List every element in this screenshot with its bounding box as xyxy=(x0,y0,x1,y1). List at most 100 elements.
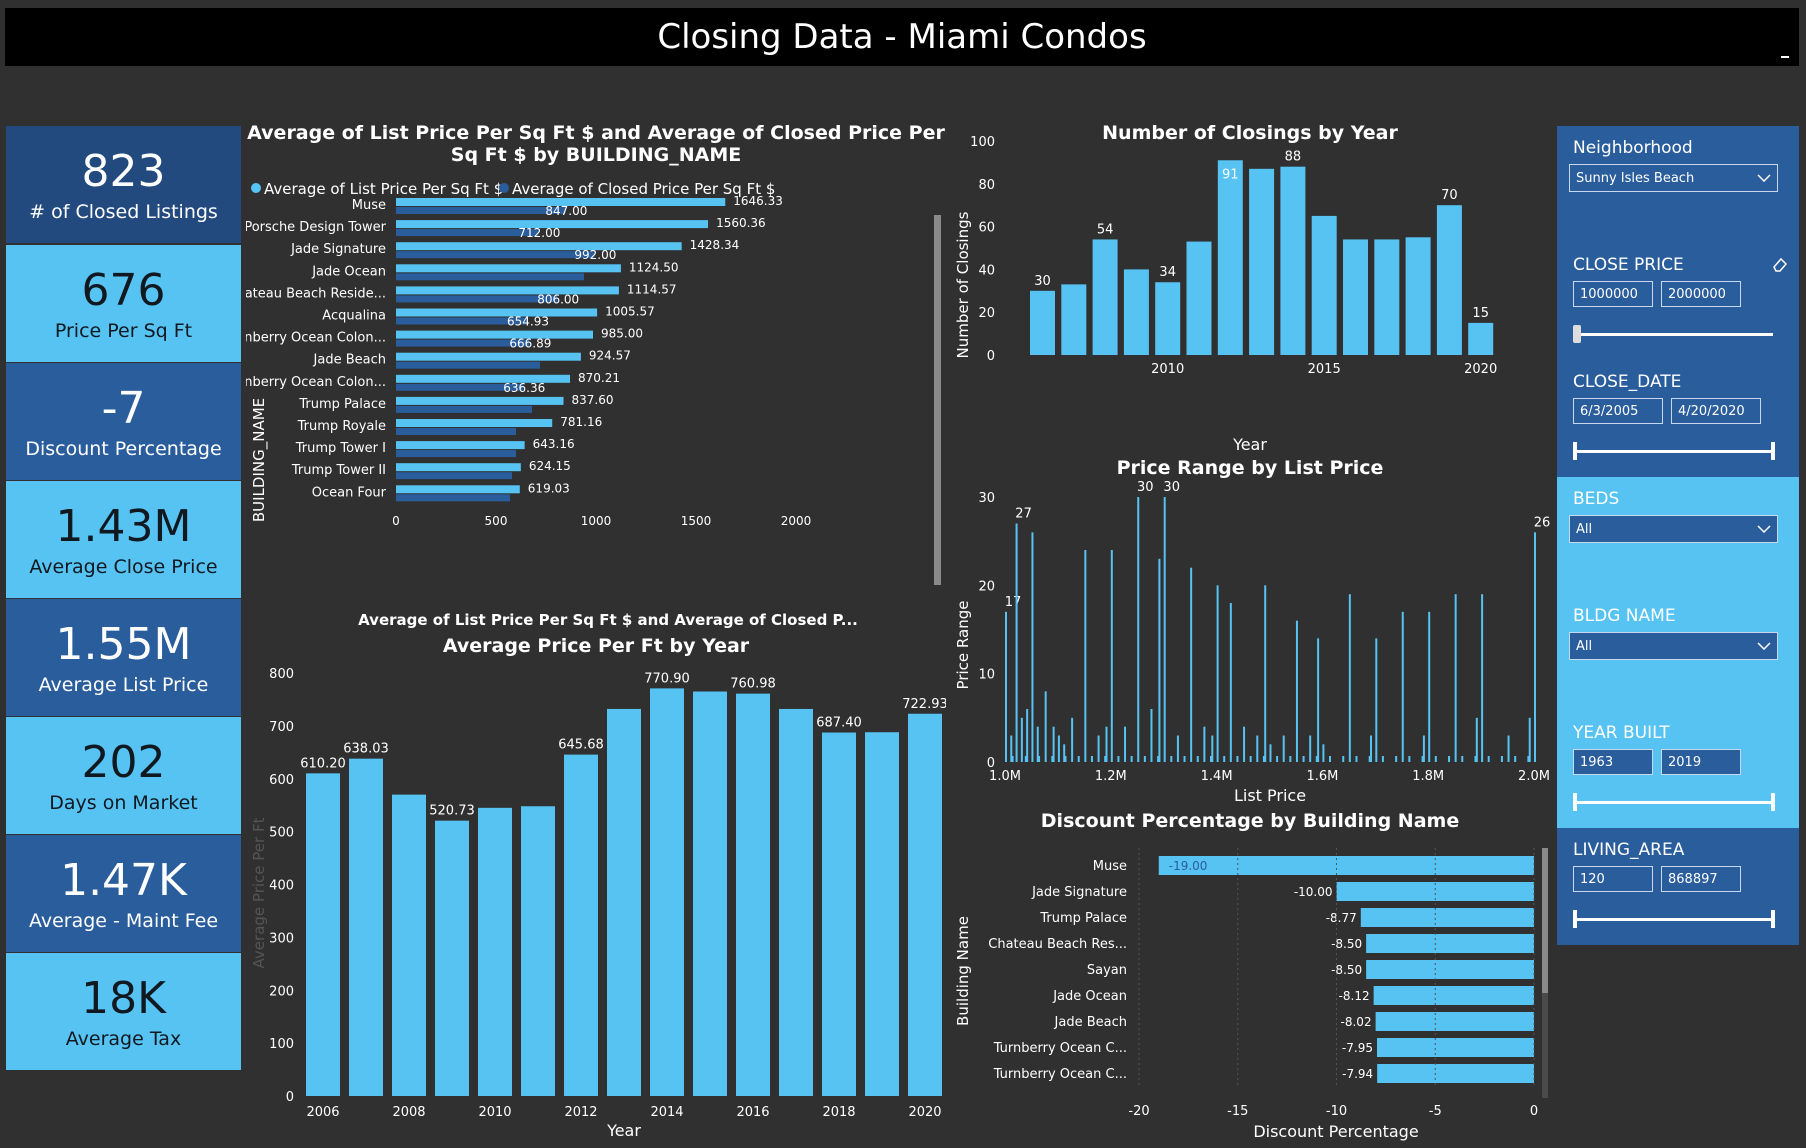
kpi-card-days-on-market: 202 Days on Market xyxy=(6,717,241,834)
y-axis-label: Price Range xyxy=(954,601,972,690)
bar xyxy=(1010,735,1013,762)
kpi-card-maint-fee: 1.47K Average - Maint Fee xyxy=(6,835,241,952)
data-label: 27 xyxy=(1015,507,1032,522)
close-price-max-input[interactable]: 2000000 xyxy=(1661,281,1741,307)
bar-closed xyxy=(396,494,510,502)
x-tick-label: 1000 xyxy=(581,514,612,528)
slider-handle-max[interactable] xyxy=(1771,910,1775,928)
scrollbar-thumb[interactable] xyxy=(934,215,941,585)
data-label-closed: 847.00 xyxy=(545,204,587,218)
x-axis-label: Average of List Price Per Sq Ft $ and Av… xyxy=(358,611,858,629)
bar xyxy=(1105,726,1108,762)
year-built-min-input[interactable]: 1963 xyxy=(1573,749,1653,775)
x-tick-label: 2020 xyxy=(1464,362,1497,377)
kpi-value: 202 xyxy=(81,737,166,789)
y-tick-label: 0 xyxy=(987,349,995,364)
slider-handle-min[interactable] xyxy=(1573,442,1577,460)
bar-small xyxy=(1395,756,1398,762)
bar xyxy=(1311,215,1337,355)
slider-handle-min[interactable] xyxy=(1573,325,1581,343)
bar xyxy=(1211,735,1214,762)
bar xyxy=(1528,717,1531,762)
slicer-year-built: YEAR BUILT 1963 2019 xyxy=(1557,711,1799,828)
bar xyxy=(1481,594,1484,762)
close-date-max-input[interactable]: 4/20/2020 xyxy=(1671,398,1761,424)
slider-handle-max[interactable] xyxy=(1771,442,1775,460)
bar xyxy=(1428,611,1431,762)
dropdown-value: All xyxy=(1576,521,1593,537)
y-tick-label: 600 xyxy=(269,773,294,788)
beds-dropdown[interactable]: All xyxy=(1569,515,1778,543)
y-tick-label: 200 xyxy=(269,984,294,999)
bar-small xyxy=(1302,756,1305,762)
x-tick-label: 2000 xyxy=(781,514,812,528)
slider-handle-min[interactable] xyxy=(1573,910,1577,928)
chart-closings-by-year[interactable]: Number of Closings by Year Number of Clo… xyxy=(950,120,1550,460)
kpi-label: # of Closed Listings xyxy=(29,200,218,223)
chart-svg: Building Name Discount Percentage Muse -1… xyxy=(954,848,1548,1141)
bar xyxy=(1155,282,1181,355)
bar xyxy=(865,732,899,1096)
bar-small xyxy=(1209,756,1212,762)
bldg-name-dropdown[interactable]: All xyxy=(1569,632,1778,660)
y-axis-label: Number of Closings xyxy=(954,211,972,358)
bar xyxy=(1217,160,1243,355)
data-label: 30 xyxy=(1163,480,1180,495)
bar-list xyxy=(396,374,571,383)
bar-small xyxy=(1381,756,1384,762)
kpi-value: 1.47K xyxy=(60,855,187,907)
slider-track[interactable] xyxy=(1573,801,1773,804)
bar-small xyxy=(1276,756,1279,762)
chart-discount-by-building[interactable]: Discount Percentage by Building Name Bui… xyxy=(950,808,1550,1146)
year-built-max-input[interactable]: 2019 xyxy=(1661,749,1741,775)
x-axis-label: Discount Percentage xyxy=(1253,1122,1418,1141)
slider-track[interactable] xyxy=(1573,918,1773,921)
chart-avg-price-per-ft[interactable]: Average Price Per Ft by Year Average Pri… xyxy=(246,633,946,1143)
bar xyxy=(521,806,555,1096)
chart-title: Number of Closings by Year xyxy=(1102,122,1398,144)
bar xyxy=(1454,594,1457,762)
bar-small xyxy=(1090,756,1093,762)
x-tick-label: 500 xyxy=(485,514,508,528)
chart-title: Average of List Price Per Sq Ft $ and Av… xyxy=(247,122,945,166)
x-tick-label: 1.8M xyxy=(1412,769,1444,784)
data-label: -8.50 xyxy=(1331,963,1362,977)
chevron-down-icon xyxy=(1757,525,1771,533)
slider-handle-max[interactable] xyxy=(1771,793,1775,811)
living-area-min-input[interactable]: 120 xyxy=(1573,866,1653,892)
slicer-bldg-name: BLDG NAME All xyxy=(1557,594,1799,711)
data-label: 91 xyxy=(1222,167,1239,182)
data-label: 70 xyxy=(1441,188,1458,203)
data-label: -8.50 xyxy=(1331,937,1362,951)
bar xyxy=(1375,638,1378,762)
close-price-min-input[interactable]: 1000000 xyxy=(1573,281,1653,307)
bar-closed xyxy=(396,472,512,480)
kpi-value: 823 xyxy=(81,146,166,198)
scrollbar-thumb[interactable] xyxy=(1542,848,1548,993)
bar-small xyxy=(1514,756,1517,762)
chart-list-vs-closed[interactable]: Average of List Price Per Sq Ft $ and Av… xyxy=(246,120,946,630)
minimize-icon[interactable] xyxy=(1781,56,1789,58)
kpi-card-avg-tax: 18K Average Tax xyxy=(6,953,241,1070)
slider-track[interactable] xyxy=(1573,333,1773,336)
bar xyxy=(1269,744,1272,762)
slider-track[interactable] xyxy=(1573,450,1773,453)
slider-handle-min[interactable] xyxy=(1573,793,1577,811)
legend-label-list: Average of List Price Per Sq Ft $ xyxy=(264,180,503,198)
x-tick-label: 1.6M xyxy=(1306,769,1338,784)
bar-small xyxy=(1461,756,1464,762)
y-tick-label: 0 xyxy=(987,756,995,771)
living-area-max-input[interactable]: 868897 xyxy=(1661,866,1741,892)
chart-price-range[interactable]: Price Range by List Price Price Range Li… xyxy=(950,455,1550,805)
bar xyxy=(1282,735,1285,762)
category-label: Turnberry Ocean Colon... xyxy=(246,375,386,390)
dropdown-value: All xyxy=(1576,638,1593,654)
close-date-min-input[interactable]: 6/3/2005 xyxy=(1573,398,1663,424)
bar xyxy=(1031,532,1034,762)
eraser-icon[interactable] xyxy=(1771,255,1789,273)
bar xyxy=(1026,709,1029,762)
neighborhood-dropdown[interactable]: Sunny Isles Beach xyxy=(1569,164,1778,192)
kpi-value: 18K xyxy=(81,973,166,1025)
bar xyxy=(478,807,512,1096)
kpi-label: Average List Price xyxy=(38,673,209,696)
